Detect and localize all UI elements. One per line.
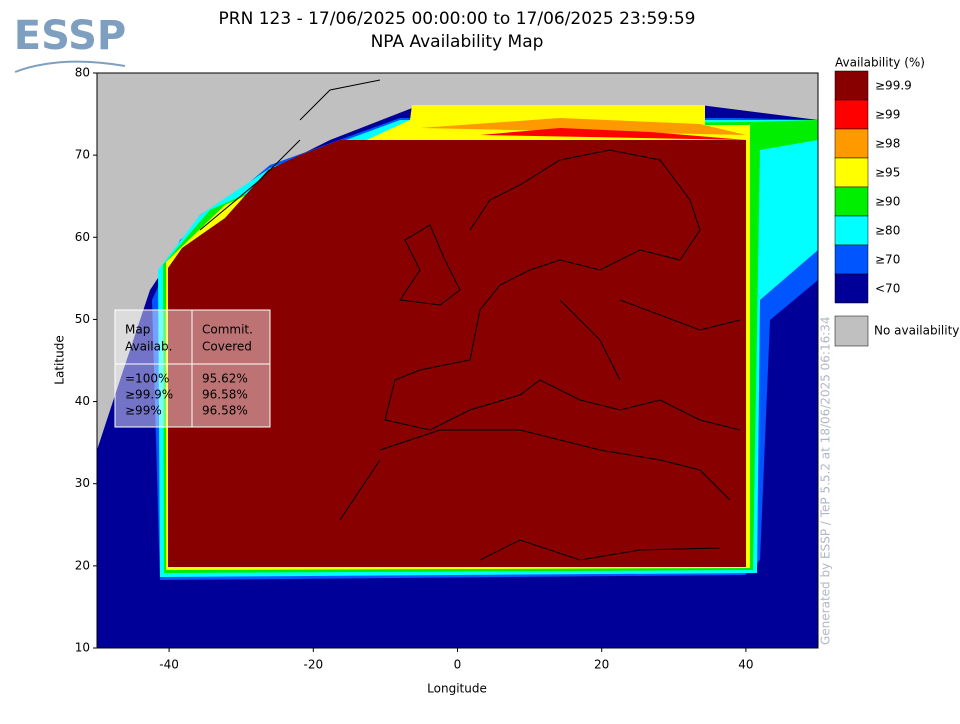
no-data-area: [97, 73, 818, 450]
legend-label: ≥98: [875, 137, 900, 151]
y-tick-label: 50: [75, 312, 90, 326]
legend-swatch: [834, 99, 869, 130]
legend-swatch: [834, 70, 869, 101]
x-tick-label: -40: [159, 658, 179, 672]
legend-label: <70: [875, 282, 900, 296]
logo-swoosh: [14, 60, 126, 73]
legend-label: ≥95: [875, 166, 900, 180]
legend-label: ≥80: [875, 224, 900, 238]
table-cell: ≥99.9%: [125, 388, 173, 402]
table-header: Covered: [202, 340, 252, 354]
table-cell: 95.62%: [202, 372, 248, 386]
y-tick-label: 80: [75, 66, 90, 80]
x-tick-label: 40: [738, 658, 753, 672]
legend-swatch: [834, 315, 869, 347]
legend-title: Availability (%): [835, 56, 925, 70]
legend-swatch: [834, 186, 869, 217]
legend-swatch: [834, 215, 869, 246]
table-header: Commit.: [202, 323, 253, 337]
title: PRN 123 - 17/06/2025 00:00:00 to 17/06/2…: [219, 9, 696, 29]
x-tick-label: -20: [303, 658, 323, 672]
x-tick-label: 20: [594, 658, 609, 672]
y-tick-label: 60: [75, 230, 90, 244]
legend-swatch: [834, 128, 869, 159]
y-axis-label: Latitude: [53, 335, 67, 384]
coastline: [199, 79, 741, 561]
legend-swatch: [834, 244, 869, 275]
legend-swatch: [834, 157, 869, 188]
table-cell: 96.58%: [202, 404, 248, 418]
subtitle: NPA Availability Map: [371, 32, 544, 52]
table-cell: ≥99%: [125, 404, 162, 418]
legend-label: ≥70: [875, 253, 900, 267]
legend-swatch: [834, 273, 869, 304]
band-98: [420, 118, 746, 135]
table-cell: =100%: [125, 372, 169, 386]
legend-label: ≥90: [875, 195, 900, 209]
legend-label: ≥99.9: [875, 79, 912, 93]
x-tick-label: 0: [454, 658, 462, 672]
table-cell: 96.58%: [202, 388, 248, 402]
band-99: [480, 128, 746, 140]
y-tick-label: 30: [75, 476, 90, 490]
y-tick-label: 40: [75, 394, 90, 408]
logo: ESSP: [14, 13, 126, 59]
table-header: Availab.: [125, 340, 172, 354]
legend-label: ≥99: [875, 108, 900, 122]
legend-label: No availability: [874, 324, 959, 338]
summary-table: [114, 309, 271, 428]
map: [97, 73, 818, 648]
x-axis-label: Longitude: [427, 682, 487, 696]
y-tick-label: 10: [75, 641, 90, 655]
y-tick-label: 20: [75, 558, 90, 572]
band-99-9: [168, 140, 746, 567]
watermark: Generated by ESSP / TeP 5.5.2 at 18/06/2…: [819, 316, 833, 645]
table-header: Map: [125, 323, 150, 337]
y-tick-label: 70: [75, 148, 90, 162]
